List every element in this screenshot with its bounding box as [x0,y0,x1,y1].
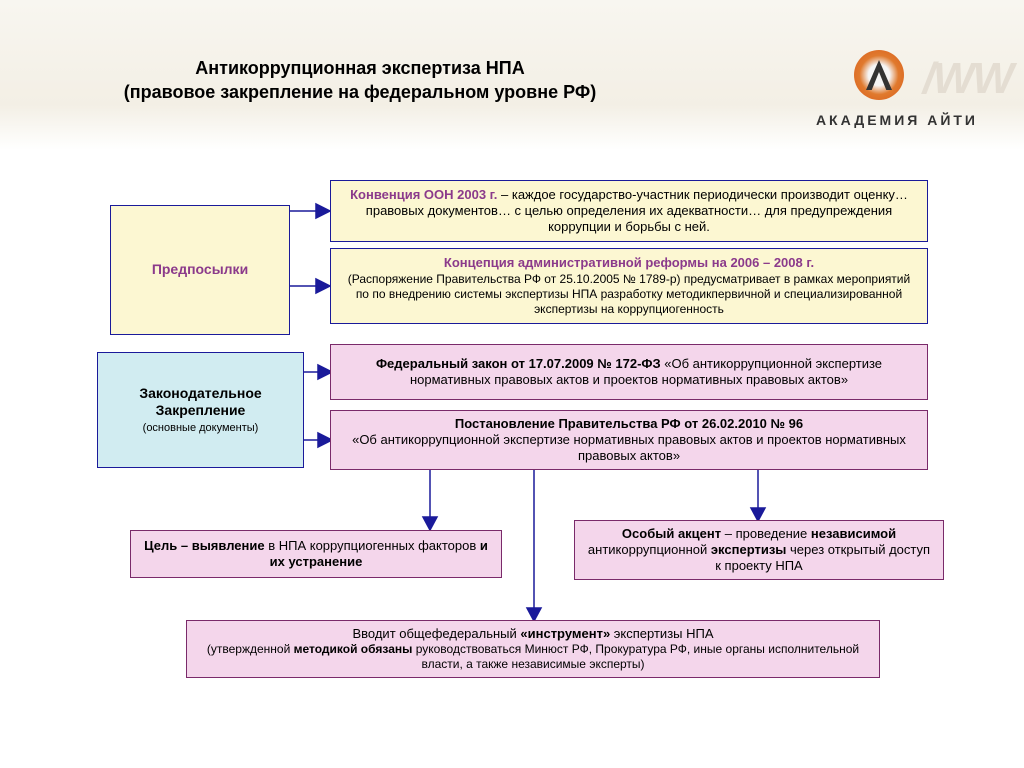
box-emphasis: Особый акцент – проведение независимой а… [574,520,944,580]
legislative-line3: (основные документы) [143,422,259,436]
diagram-canvas: Предпосылки Конвенция ООН 2003 г. – кажд… [0,150,1024,768]
instrument-title: Вводит общефедеральный «инструмент» эксп… [352,626,713,642]
prerequisites-label: Предпосылки [152,261,248,279]
box-gov-decree: Постановление Правительства РФ от 26.02.… [330,410,928,470]
goal-text: Цель – выявление в НПА коррупциогенных ф… [141,538,491,571]
brand-label: АКАДЕМИЯ АЙТИ [816,112,978,128]
box-admin-reform: Концепция административной реформы на 20… [330,248,928,324]
box-goal: Цель – выявление в НПА коррупциогенных ф… [130,530,502,578]
legislative-line1: Законодательное [139,385,261,403]
box-legislative: Законодательное Закрепление (основные до… [97,352,304,468]
gov-decree-body: «Об антикоррупционной экспертизе нормати… [341,432,917,465]
title-line-1: Антикоррупционная экспертиза НПА [40,56,680,80]
box-federal-law: Федеральный закон от 17.07.2009 № 172-ФЗ… [330,344,928,400]
un-convention-text: Конвенция ООН 2003 г. – каждое государст… [341,187,917,236]
box-instrument: Вводит общефедеральный «инструмент» эксп… [186,620,880,678]
legislative-line2: Закрепление [156,402,246,420]
gov-decree-title: Постановление Правительства РФ от 26.02.… [455,416,803,432]
emphasis-text: Особый акцент – проведение независимой а… [585,526,933,575]
title-line-2: (правовое закрепление на федеральном уро… [40,80,680,104]
federal-law-text: Федеральный закон от 17.07.2009 № 172-ФЗ… [341,356,917,389]
header: Антикоррупционная экспертиза НПА (правов… [0,0,1024,150]
academy-logo-icon [854,50,904,100]
instrument-body: (утвержденной методикой обязаны руководс… [197,642,869,672]
watermark-www: /WW [923,54,1012,104]
admin-reform-body: (Распоряжение Правительства РФ от 25.10.… [341,272,917,317]
admin-reform-title: Концепция административной реформы на 20… [444,255,814,271]
page-title: Антикоррупционная экспертиза НПА (правов… [40,56,680,105]
box-un-convention: Конвенция ООН 2003 г. – каждое государст… [330,180,928,242]
box-prerequisites: Предпосылки [110,205,290,335]
